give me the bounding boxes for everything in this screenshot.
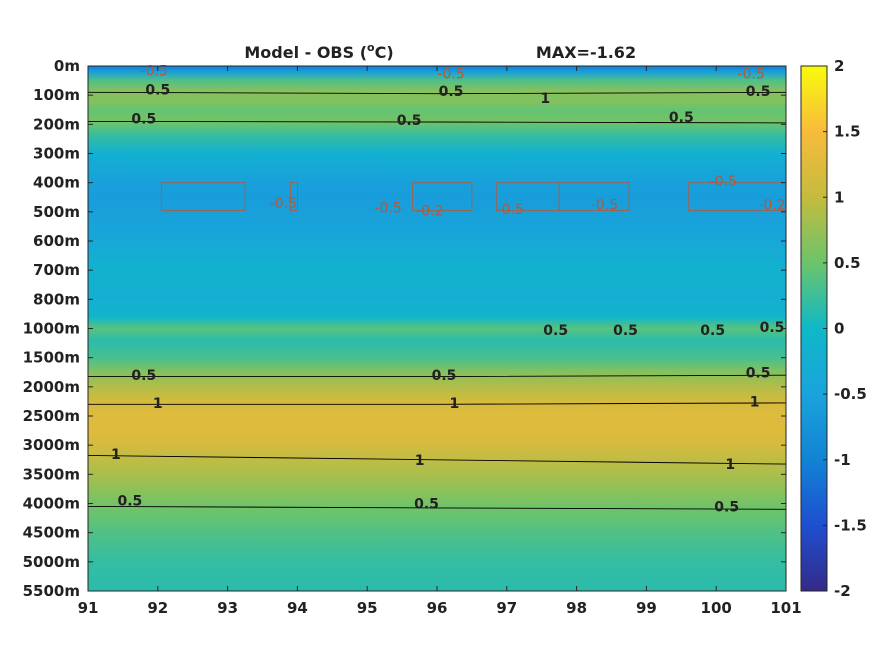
colorbar-tick-label: 0 <box>834 320 844 338</box>
contour-label-17: 1 <box>111 447 121 463</box>
contour-line-0.5-1 <box>87 120 787 124</box>
colorbar-tick-label: 0.5 <box>834 254 861 272</box>
contour-label-12: 0.5 <box>432 368 457 384</box>
contour-label-11: 0.5 <box>131 368 156 384</box>
x-tick-label: 94 <box>287 599 308 617</box>
x-tick-label: 95 <box>357 599 378 617</box>
contour-line-1-4 <box>87 454 787 465</box>
contour-label-5: 0.5 <box>397 113 422 129</box>
colorbar-tick-label: 2 <box>834 57 844 75</box>
x-tick-label: 93 <box>217 599 238 617</box>
x-tick-label: 97 <box>496 599 517 617</box>
y-tick-label: 4000m <box>23 495 80 513</box>
y-tick-label: 600m <box>33 232 80 250</box>
contour-label-negative-4: -0.5 <box>374 201 401 217</box>
x-tick-label: 101 <box>770 599 801 617</box>
chart-subtitle: MAX=-1.62 <box>536 43 636 62</box>
y-axis: 0m 100m 200m 300m 400m 500m 600m 700m 800m 1000m 1… <box>23 57 786 600</box>
contour-label-18: 1 <box>415 453 425 469</box>
contour-neg-1 <box>289 182 298 211</box>
contour-label-14: 1 <box>153 396 163 412</box>
contour-label-negative-1: -0.5 <box>437 66 464 82</box>
contour-label-negative-0: -0.5 <box>141 63 168 79</box>
plot-area: 0.5 0.5 0.5 1 0.5 0.5 0.5 0.5 0.5 0.5 0.5 0.5 0.5 0.5… <box>87 63 787 592</box>
x-tick-label: 96 <box>427 599 448 617</box>
y-tick-label: 2500m <box>23 407 80 425</box>
y-tick-label: 1000m <box>23 320 80 338</box>
x-tick-label: 99 <box>636 599 657 617</box>
colorbar-tick-label: -0.5 <box>834 385 867 403</box>
x-tick-label: 92 <box>147 599 168 617</box>
x-tick-label: 100 <box>701 599 732 617</box>
contour-label-9: 0.5 <box>700 323 725 339</box>
y-tick-label: 0m <box>54 57 80 75</box>
contour-line-0.5-0 <box>87 91 787 95</box>
y-tick-label: 800m <box>33 290 80 308</box>
y-tick-label: 200m <box>33 115 80 133</box>
contour-neg-2 <box>412 182 473 211</box>
y-tick-label: 300m <box>33 145 80 163</box>
contour-label-10: 0.5 <box>760 320 785 336</box>
y-tick-label: 5500m <box>23 582 80 600</box>
contour-label-negative-7: -0.5 <box>591 198 618 214</box>
y-tick-label: 2000m <box>23 378 80 396</box>
contour-line-0.5-5 <box>87 505 787 510</box>
contour-label-negative-6: -0.5 <box>497 202 524 218</box>
colorbar-tick-label: 1.5 <box>834 123 861 141</box>
y-tick-label: 700m <box>33 261 80 279</box>
colorbar-tick-label: 1 <box>834 188 844 206</box>
y-tick-label: 4500m <box>23 524 80 542</box>
contour-label-15: 1 <box>450 396 460 412</box>
contour-label-21: 0.5 <box>414 497 439 513</box>
contour-neg-0 <box>160 182 246 211</box>
contour-line-0.5-2 <box>88 374 787 378</box>
y-tick-label: 500m <box>33 203 80 221</box>
contour-label-20: 0.5 <box>117 494 142 510</box>
contour-label-16: 1 <box>750 394 760 410</box>
chart-title: Model - OBS (oC) <box>244 41 393 62</box>
y-tick-label: 3000m <box>23 436 80 454</box>
x-tick-label: 91 <box>78 599 99 617</box>
contour-label-6: 0.5 <box>669 110 694 126</box>
colorbar-tick-label: -1.5 <box>834 516 867 534</box>
x-tick-label: 98 <box>566 599 587 617</box>
y-tick-label: 5000m <box>23 553 80 571</box>
contour-label-19: 1 <box>725 457 735 473</box>
contour-label-7: 0.5 <box>543 323 568 339</box>
contour-line-1-3 <box>88 402 787 405</box>
contour-label-negative-8: -0.5 <box>710 174 737 190</box>
colorbar-tick-label: -2 <box>834 582 851 600</box>
contour-label-2: 0.5 <box>746 84 771 100</box>
contour-label-negative-3: -0.5 <box>270 196 297 212</box>
y-tick-label: 100m <box>33 86 80 104</box>
contour-label-4: 0.5 <box>131 112 156 128</box>
colorbar: 2 1.5 1 0.5 0 -0.5 -1 -1.5 -2 <box>800 57 867 600</box>
contour-label-negative-9: -0.2 <box>758 198 785 214</box>
contour-label-negative-5: -0.2 <box>416 203 443 219</box>
contour-label-8: 0.5 <box>613 323 638 339</box>
y-tick-label: 3500m <box>23 465 80 483</box>
contour-neg-4 <box>558 182 630 211</box>
contour-label-0: 0.5 <box>145 82 170 98</box>
y-tick-label: 1500m <box>23 349 80 367</box>
x-axis: 91 92 93 94 95 96 97 98 99 100 101 <box>78 66 802 617</box>
colorbar-gradient <box>800 65 828 592</box>
contour-label-22: 0.5 <box>714 499 739 515</box>
heatmap-field <box>88 66 786 591</box>
colorbar-tick-label: -1 <box>834 451 851 469</box>
contour-label-negative-2: -0.5 <box>737 66 764 82</box>
contour-label-3: 1 <box>540 91 550 107</box>
contour-label-13: 0.5 <box>746 365 771 381</box>
contour-label-1: 0.5 <box>439 84 464 100</box>
y-tick-label: 400m <box>33 174 80 192</box>
